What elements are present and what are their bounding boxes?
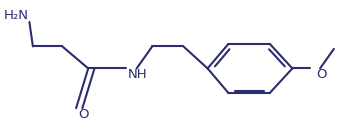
Text: O: O — [78, 108, 88, 121]
Text: H₂N: H₂N — [4, 9, 29, 22]
Text: NH: NH — [127, 68, 147, 81]
Text: O: O — [316, 68, 327, 81]
